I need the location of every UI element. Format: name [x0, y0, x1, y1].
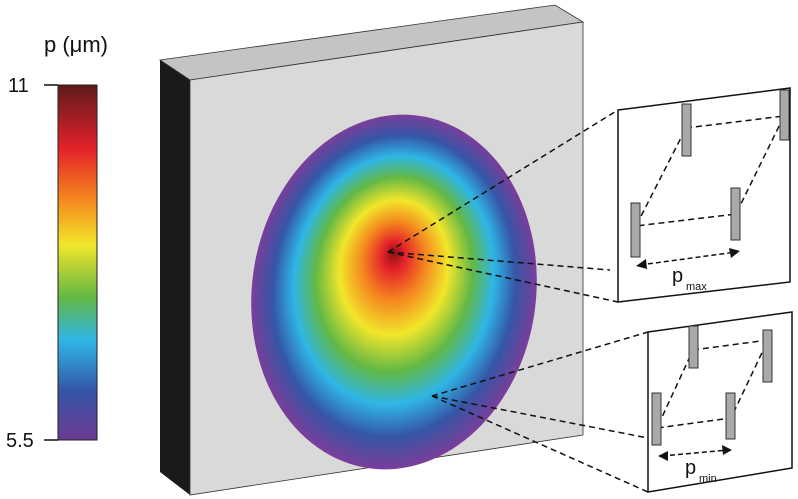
pillar	[762, 329, 773, 383]
pillar	[779, 89, 790, 141]
arrow	[639, 251, 737, 266]
arrowhead	[636, 259, 647, 269]
pillar	[725, 392, 736, 440]
pillar	[651, 392, 662, 446]
label-p: p	[685, 457, 696, 479]
inset-min	[647, 311, 793, 493]
arrowhead	[658, 451, 668, 461]
arrow	[661, 449, 729, 457]
arrowhead	[722, 445, 732, 455]
colorbar-max: 11	[8, 75, 29, 97]
label-sub: max	[686, 281, 707, 293]
pillar	[630, 202, 641, 258]
label-sub: min	[699, 473, 717, 485]
label-p: p	[672, 265, 683, 287]
pitch-disk	[251, 114, 537, 470]
lattice	[634, 115, 786, 227]
pillar	[688, 325, 699, 369]
inset-max	[617, 87, 791, 303]
colorbar-min: 5.5	[6, 430, 34, 452]
colorbar	[57, 84, 98, 441]
colorbar-label: p (μm)	[44, 32, 108, 57]
pillar	[681, 103, 692, 157]
arrowhead	[729, 248, 740, 258]
pillar	[730, 187, 741, 241]
connectors	[387, 109, 649, 493]
slab-side	[160, 60, 190, 495]
